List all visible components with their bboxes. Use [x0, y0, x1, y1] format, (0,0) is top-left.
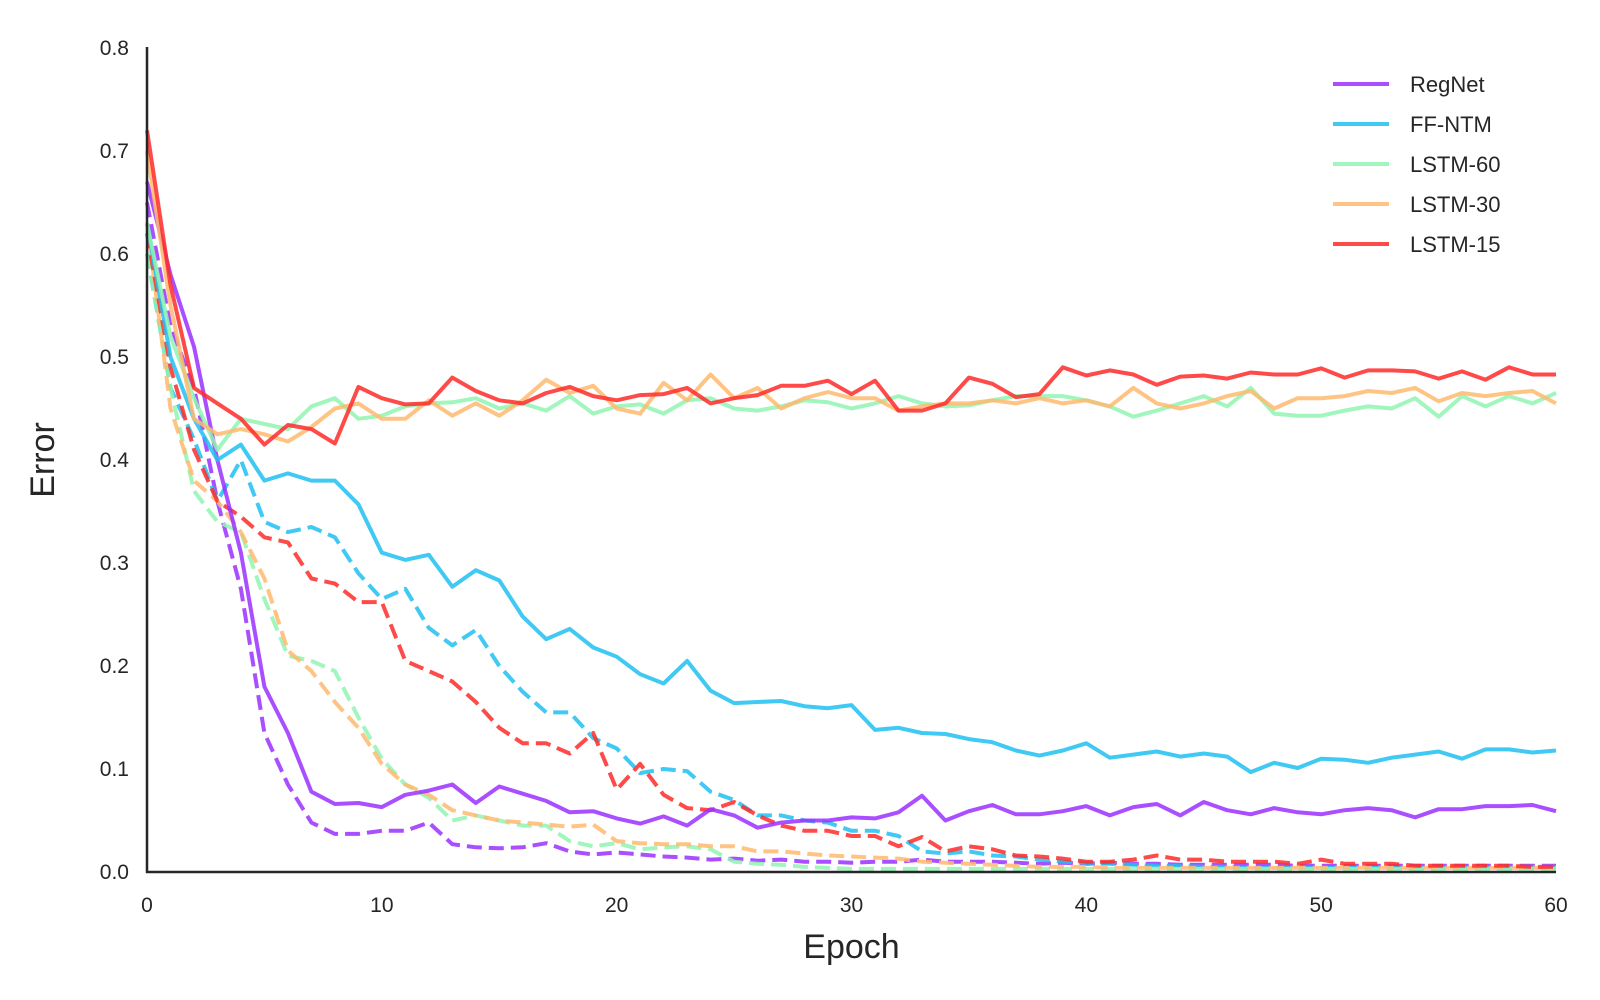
y-tick-label: 0.2	[100, 655, 129, 678]
legend-label: LSTM-30	[1410, 192, 1500, 217]
y-tick-label: 0.7	[100, 140, 129, 163]
x-tick-label: 10	[370, 894, 393, 917]
axes	[145, 47, 1556, 874]
series-line-lstm-15	[145, 130, 1556, 447]
series-line-dashed	[145, 233, 1556, 869]
series-line-lstm-30	[145, 150, 1557, 444]
y-tick-label: 0.3	[100, 552, 129, 575]
y-tick-label: 0.5	[100, 346, 129, 369]
y-axis-title: Error	[24, 422, 62, 498]
series-line-dashed	[145, 202, 1556, 868]
x-tick-label: 20	[605, 894, 628, 917]
legend-label: FF-NTM	[1410, 112, 1492, 137]
series-line-dashed	[145, 253, 1556, 871]
legend-label: RegNet	[1410, 72, 1485, 97]
y-tick-label: 0.4	[100, 449, 130, 472]
y-tick-label: 0.8	[100, 37, 129, 60]
plot-lines	[145, 130, 1557, 871]
y-tick-label: 0.0	[100, 861, 129, 884]
legend-label: LSTM-60	[1410, 152, 1500, 177]
series-line-dashed	[145, 253, 1556, 870]
x-tick-labels: 0 10 20 30 40 50 60	[141, 894, 1568, 917]
series-line-lstm-60	[145, 222, 1557, 452]
y-tick-labels: 0.0 0.1 0.2 0.3 0.4 0.5 0.6 0.7 0.8	[100, 37, 130, 884]
x-axis-title: Epoch	[803, 928, 899, 966]
legend: RegNet FF-NTM LSTM-60 LSTM-30 LSTM-15	[1333, 72, 1500, 257]
y-tick-label: 0.1	[100, 758, 129, 781]
series-line-dashed	[145, 222, 1556, 870]
series-line-regnet	[145, 181, 1557, 830]
legend-label: LSTM-15	[1410, 232, 1500, 257]
x-tick-label: 30	[840, 894, 863, 917]
series-line-ff-ntm	[145, 222, 1557, 775]
x-tick-label: 0	[141, 894, 153, 917]
x-tick-label: 60	[1544, 894, 1567, 917]
y-tick-label: 0.6	[100, 243, 129, 266]
x-tick-label: 40	[1075, 894, 1098, 917]
x-tick-label: 50	[1309, 894, 1332, 917]
